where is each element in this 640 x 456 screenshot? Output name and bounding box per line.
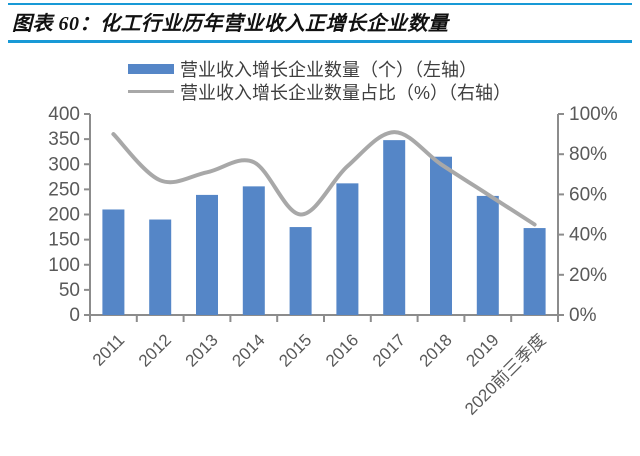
bar-2015	[289, 227, 312, 315]
left-axis-tick-label: 50	[59, 280, 80, 301]
bar-2014	[242, 186, 265, 315]
title-divider	[8, 40, 632, 43]
x-category-label: 2013	[182, 330, 222, 370]
right-axis-tick-label: 60%	[569, 184, 607, 205]
bar-2012	[149, 219, 172, 315]
ratio-line	[111, 130, 537, 227]
left-axis-tick-label: 150	[48, 230, 80, 251]
left-axis-tick-label: 200	[48, 205, 80, 226]
right-axis-tick-label: 0%	[569, 305, 597, 326]
right-axis-tick-label: 40%	[569, 225, 607, 246]
bar-series-swatch	[128, 63, 174, 74]
x-category-label: 2019	[462, 330, 502, 370]
x-category-label: 2017	[369, 330, 409, 370]
left-axis-tick-label: 250	[48, 179, 80, 200]
bar-2013	[196, 194, 218, 315]
x-category-label: 2014	[228, 330, 268, 370]
right-axis-tick-label: 100%	[569, 104, 618, 125]
left-axis-tick-label: 350	[48, 129, 80, 150]
x-category-label: 2015	[275, 330, 315, 370]
x-category-label: 2011	[89, 330, 128, 369]
bar-2016	[336, 183, 359, 315]
line-series-swatch	[128, 90, 174, 93]
x-category-label: 2012	[135, 330, 175, 370]
top-divider	[8, 3, 632, 5]
bar-2018	[430, 156, 452, 315]
bar-2017	[383, 140, 406, 315]
right-axis-tick-label: 20%	[569, 265, 607, 286]
combo-chart: 0 50 100 150 200 250 300 350 400 0% 20% 40% 60% 80% 10…	[48, 104, 618, 419]
left-axis-tick-label: 400	[48, 104, 80, 125]
legend-item-line-series: 营业收入增长企业数量占比（%）（右轴）	[128, 80, 511, 103]
x-category-label: 2016	[322, 330, 362, 370]
right-axis-tick-label: 80%	[569, 144, 607, 165]
left-axis-tick-label: 0	[69, 305, 80, 326]
bar-2020前三季度	[523, 228, 546, 315]
figure-title: 图表 60：化工行业历年营业收入正增长企业数量	[12, 13, 449, 35]
left-axis-tick-label: 100	[48, 255, 80, 276]
bar-2019	[476, 195, 499, 315]
legend-label-line-series: 营业收入增长企业数量占比（%）（右轴）	[180, 82, 512, 103]
x-category-label: 2020前三季度	[461, 330, 549, 418]
legend-label-bar-series: 营业收入增长企业数量（个）（左轴）	[180, 59, 477, 80]
legend-item-bar-series: 营业收入增长企业数量（个）（左轴）	[128, 57, 511, 80]
x-category-label: 2018	[416, 330, 456, 370]
left-axis-tick-label: 300	[48, 154, 80, 175]
bar-2011	[102, 209, 125, 315]
chart-legend: 营业收入增长企业数量（个）（左轴） 营业收入增长企业数量占比（%）（右轴）	[128, 57, 511, 103]
